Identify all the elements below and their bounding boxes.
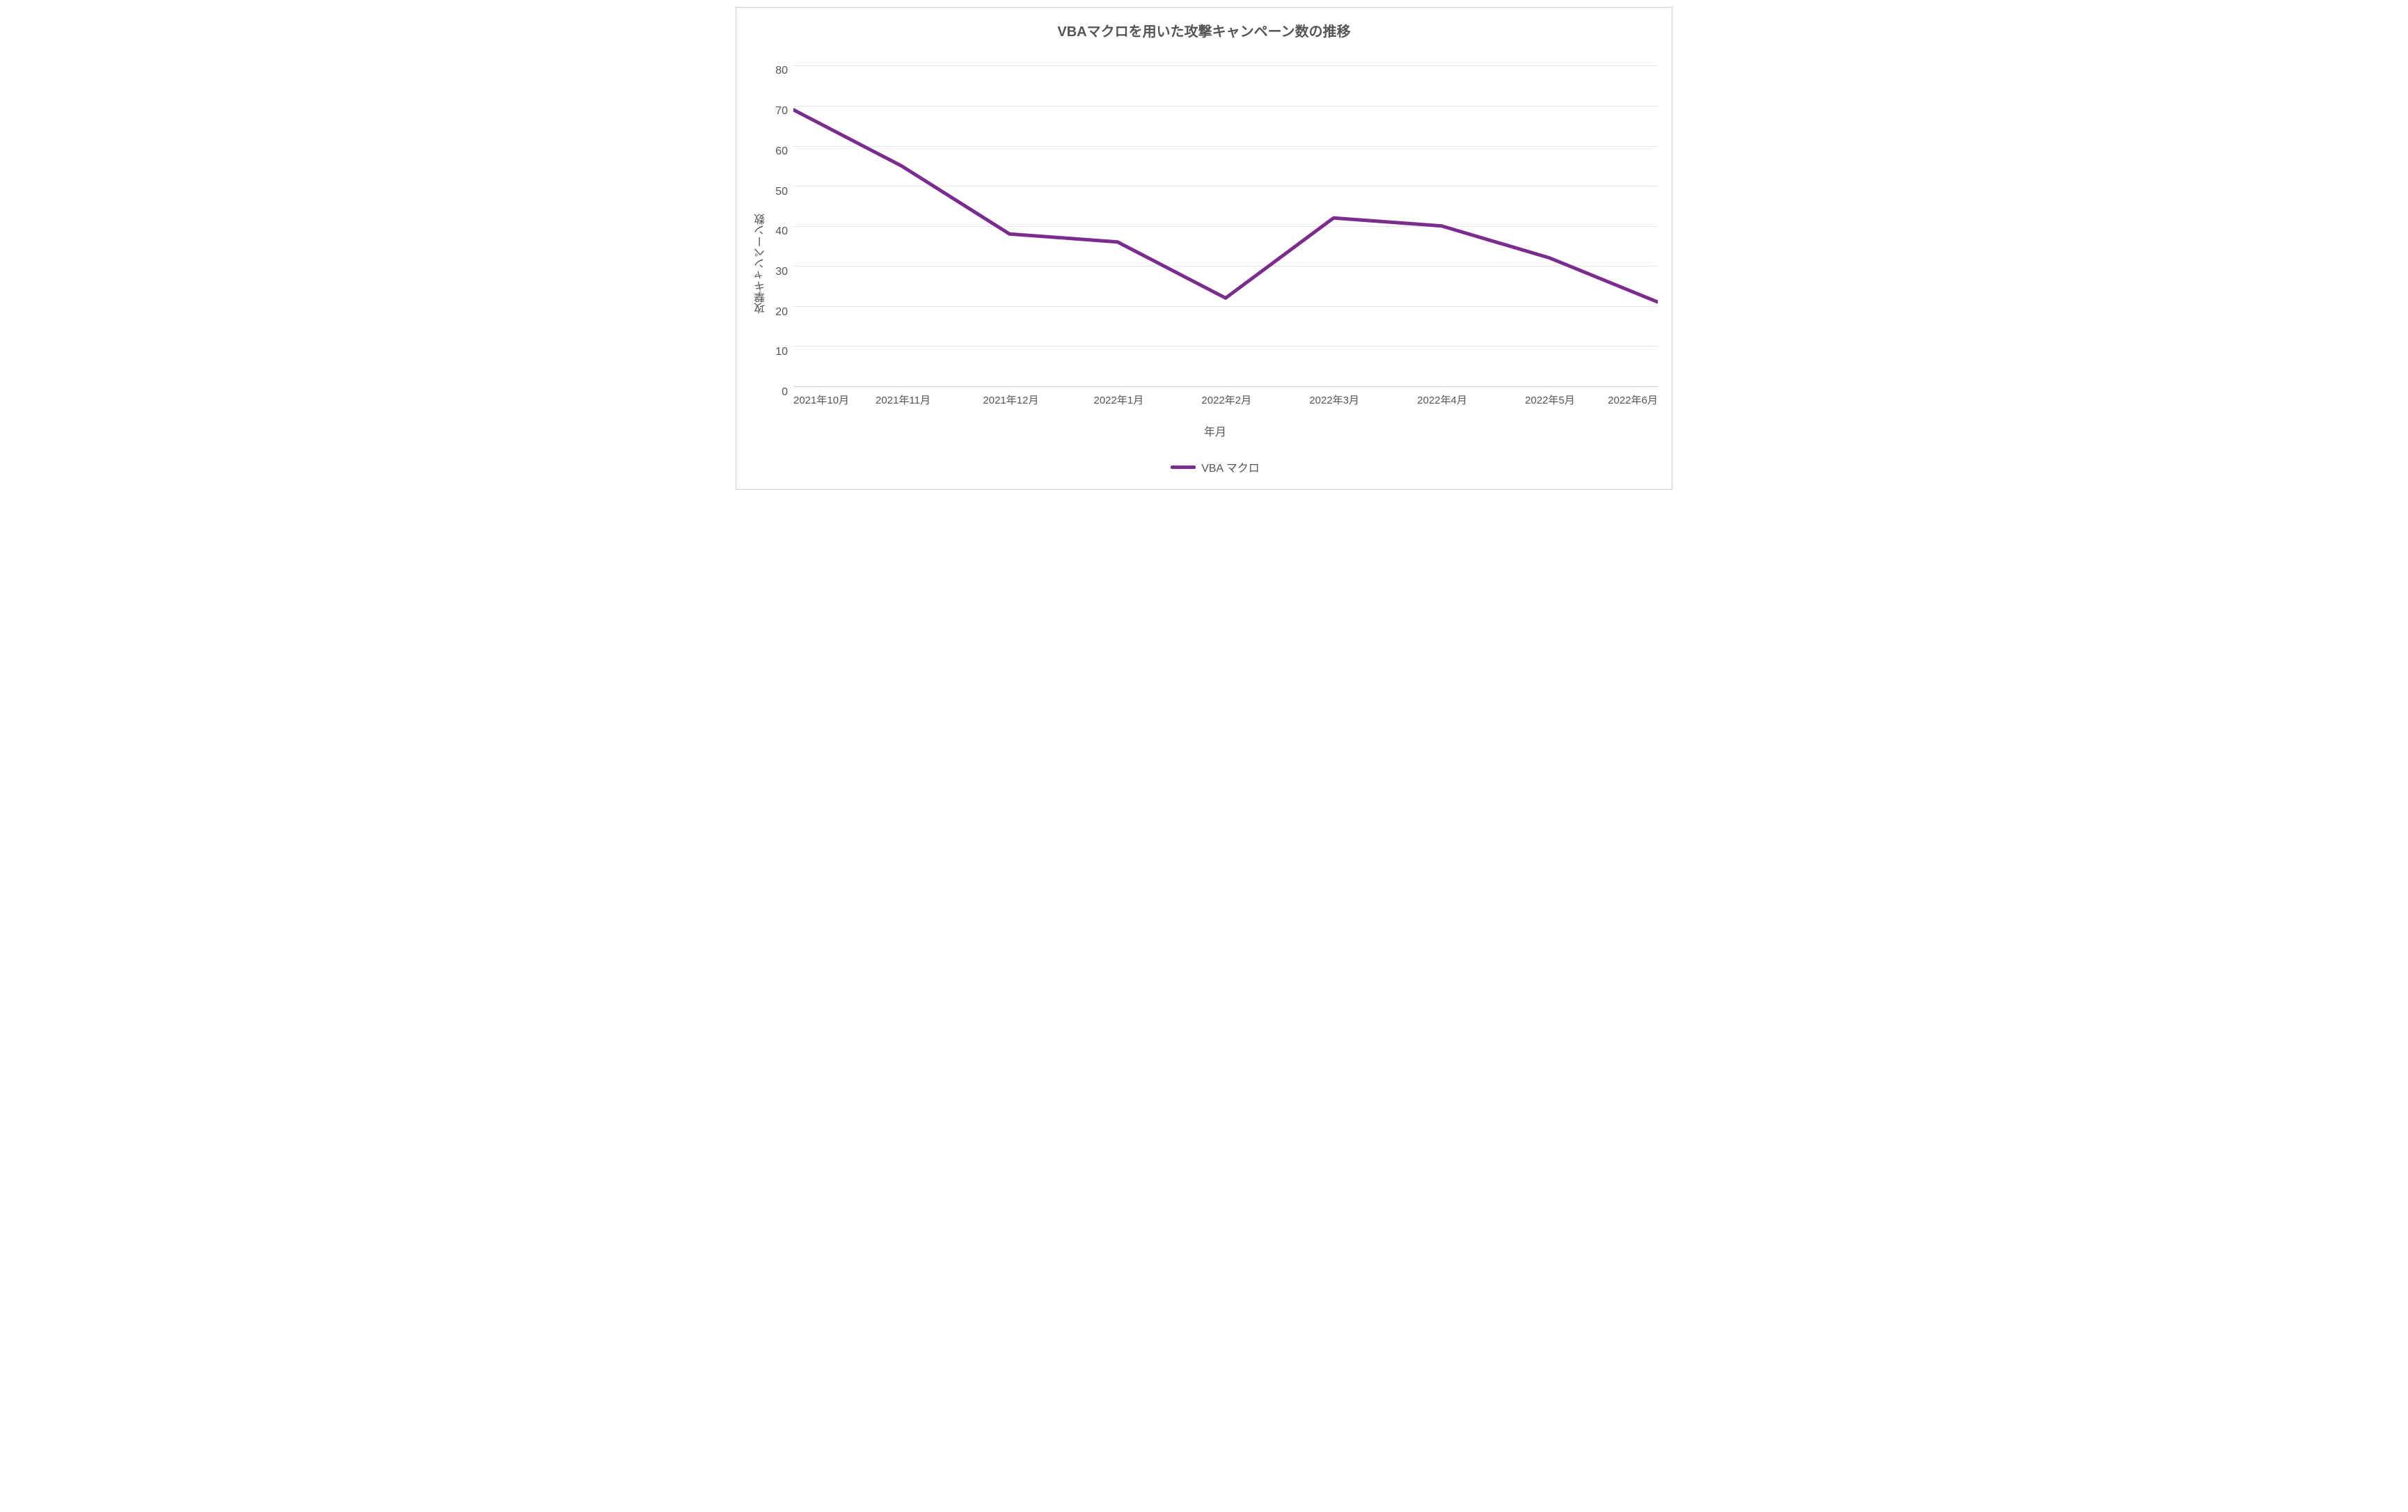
x-tick-label: 2022年2月 bbox=[1173, 387, 1281, 407]
x-tick-label: 2022年6月 bbox=[1604, 387, 1658, 407]
x-axis-ticks: 2021年10月2021年11月2021年12月2022年1月2022年2月20… bbox=[793, 387, 1658, 407]
x-tick-label: 2022年1月 bbox=[1065, 387, 1173, 407]
plot-row: 80706050403020100 bbox=[773, 53, 1658, 387]
plot-area bbox=[793, 53, 1658, 387]
chart-container: VBAマクロを用いた攻撃キャンペーン数の推移 攻撃キャンペーン数 8070605… bbox=[736, 7, 1672, 490]
y-axis-title: 攻撃キャンペーン数 bbox=[750, 53, 773, 475]
series-line bbox=[793, 110, 1658, 302]
chart-title: VBAマクロを用いた攻撃キャンペーン数の推移 bbox=[750, 15, 1658, 53]
x-axis-row: 2021年10月2021年11月2021年12月2022年1月2022年2月20… bbox=[773, 387, 1658, 407]
x-axis-title: 年月 bbox=[773, 407, 1658, 439]
line-series-svg bbox=[793, 53, 1658, 386]
y-axis-ticks: 80706050403020100 bbox=[773, 53, 793, 387]
x-tick-label: 2022年3月 bbox=[1281, 387, 1388, 407]
x-tick-label: 2021年11月 bbox=[849, 387, 957, 407]
x-tick-label: 2022年5月 bbox=[1496, 387, 1604, 407]
legend-swatch bbox=[1171, 465, 1196, 469]
legend: VBA マクロ bbox=[773, 439, 1658, 475]
x-tick-label: 2021年10月 bbox=[793, 387, 849, 407]
legend-label: VBA マクロ bbox=[1201, 459, 1260, 475]
chart-body: 攻撃キャンペーン数 80706050403020100 2021年10月2021… bbox=[750, 53, 1658, 475]
x-tick-label: 2021年12月 bbox=[957, 387, 1065, 407]
x-tick-label: 2022年4月 bbox=[1388, 387, 1496, 407]
plot-wrap: 80706050403020100 2021年10月2021年11月2021年1… bbox=[773, 53, 1658, 475]
